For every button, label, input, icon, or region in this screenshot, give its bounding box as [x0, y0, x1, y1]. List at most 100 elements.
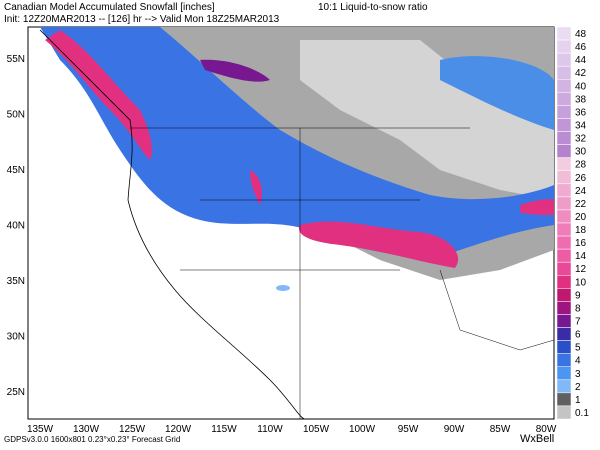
grid-info: GDPSv3.0.0 1600x801 0.23°x0.23° Forecast…: [4, 435, 180, 444]
colorbar-label: 48: [575, 29, 587, 40]
lon-label: 100W: [349, 424, 376, 435]
colorbar-label: 5: [575, 343, 581, 354]
colorbar-swatch: [556, 366, 572, 381]
longitude-labels: 135W 130W 125W 120W 115W 110W 105W 100W 95W 90W 85…: [27, 424, 557, 435]
colorbar-label: 34: [575, 121, 587, 132]
snow-spot: [276, 285, 290, 291]
colorbar-swatch: [556, 275, 572, 289]
colorbar-swatch: [556, 405, 572, 420]
lon-label: 95W: [398, 424, 419, 435]
snow-purple: [200, 59, 270, 82]
lat-label: 45N: [7, 165, 25, 176]
lat-label: 50N: [7, 110, 25, 121]
lon-label: 90W: [444, 424, 465, 435]
snow-blue: [440, 56, 554, 130]
colorbar-swatch: [556, 248, 572, 263]
colorbar-label: 12: [575, 264, 587, 275]
snow-pink: [520, 199, 554, 215]
snow-light: [300, 40, 554, 200]
colorbar-label: 9: [575, 290, 581, 301]
colorbar-swatch: [556, 170, 572, 185]
colorbar-label: 42: [575, 68, 587, 79]
colorbar-swatch: [556, 209, 572, 224]
lon-label: 115W: [211, 424, 237, 435]
borders: [130, 127, 554, 419]
snow-pink: [299, 221, 459, 268]
colorbar-label: 44: [575, 55, 587, 66]
colorbar-label: 46: [575, 42, 587, 53]
colorbar-swatch: [556, 52, 572, 67]
snow-blue: [40, 27, 554, 257]
lat-label: 35N: [7, 276, 25, 287]
colorbar-label: 38: [575, 94, 587, 105]
colorbar-swatch: [556, 157, 572, 171]
colorbar-label: 20: [575, 212, 587, 223]
colorbar-label: 4: [575, 356, 581, 367]
title: Canadian Model Accumulated Snowfall [inc…: [4, 2, 215, 13]
init-valid: Init: 12Z20MAR2013 -- [126] hr --> Valid…: [4, 14, 280, 25]
lon-label: 80W: [536, 424, 557, 435]
snow-pink: [250, 170, 262, 205]
colorbar-swatch: [556, 327, 572, 341]
colorbar-label: 32: [575, 134, 587, 145]
colorbar-swatch: [556, 392, 572, 407]
colorbar: 4846444240383634323028262422201816141210…: [556, 26, 589, 420]
colorbar-label: 14: [575, 251, 587, 262]
colorbar-label: 40: [575, 81, 587, 92]
lat-label: 40N: [7, 221, 25, 232]
colorbar-label: 3: [575, 369, 581, 380]
colorbar-label: 0.1: [575, 408, 589, 419]
colorbar-label: 18: [575, 225, 587, 236]
colorbar-label: 30: [575, 147, 587, 158]
snow-pink: [45, 30, 152, 160]
lat-label: 25N: [7, 387, 25, 398]
colorbar-swatch: [556, 261, 572, 276]
colorbar-label: 10: [575, 277, 587, 288]
colorbar-swatch: [556, 183, 572, 198]
map: [27, 26, 555, 420]
lon-label: 125W: [119, 424, 146, 435]
colorbar-swatch: [556, 314, 572, 328]
colorbar-label: 1: [575, 395, 581, 406]
colorbar-label: 22: [575, 199, 587, 210]
colorbar-label: 2: [575, 382, 581, 393]
colorbar-swatch: [556, 92, 572, 106]
ratio-note: 10:1 Liquid-to-snow ratio: [318, 2, 428, 13]
colorbar-swatch: [556, 379, 572, 394]
lat-label: 55N: [7, 54, 25, 65]
colorbar-swatch: [556, 196, 572, 211]
coastline: [39, 29, 306, 419]
colorbar-swatch: [556, 65, 572, 80]
colorbar-label: 8: [575, 303, 581, 314]
lat-label: 30N: [7, 332, 25, 343]
colorbar-swatch: [556, 222, 572, 237]
colorbar-swatch: [556, 118, 572, 132]
lon-label: 110W: [257, 424, 283, 435]
colorbar-label: 24: [575, 186, 587, 197]
colorbar-swatch: [556, 39, 572, 54]
colorbar-swatch: [556, 301, 572, 315]
colorbar-label: 16: [575, 238, 587, 249]
colorbar-label: 7: [575, 317, 581, 328]
colorbar-swatch: [556, 26, 572, 41]
colorbar-swatch: [556, 288, 572, 302]
colorbar-swatch: [556, 131, 572, 145]
lon-label: 105W: [303, 424, 330, 435]
colorbar-swatch: [556, 235, 572, 250]
logo: WxBell: [520, 433, 554, 445]
colorbar-swatch: [556, 79, 572, 93]
colorbar-swatch: [556, 340, 572, 354]
colorbar-label: 26: [575, 173, 587, 184]
lon-label: 130W: [73, 424, 100, 435]
colorbar-label: 6: [575, 330, 581, 341]
colorbar-swatch: [556, 353, 572, 367]
colorbar-label: 28: [575, 160, 587, 171]
colorbar-swatch: [556, 105, 572, 119]
latitude-labels: 55N 50N 45N 40N 35N 30N 25N: [7, 54, 25, 398]
lon-label: 135W: [27, 424, 54, 435]
lon-label: 85W: [490, 424, 511, 435]
colorbar-label: 36: [575, 107, 587, 118]
colorbar-swatch: [556, 144, 572, 158]
lon-label: 120W: [165, 424, 192, 435]
